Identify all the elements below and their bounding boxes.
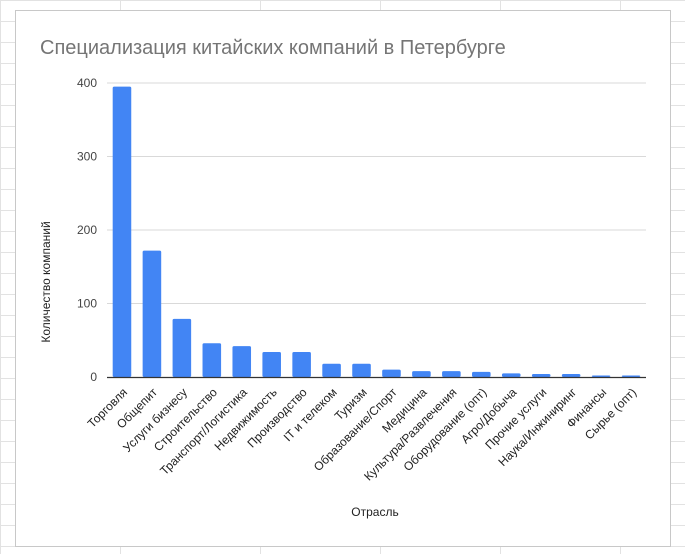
bar[interactable]: [442, 371, 461, 377]
y-axis-title: Количество компаний: [39, 221, 53, 342]
bar[interactable]: [142, 250, 162, 377]
bar[interactable]: [112, 86, 132, 378]
gridlines: [107, 82, 646, 304]
bar[interactable]: [501, 373, 521, 377]
bar[interactable]: [352, 363, 371, 377]
y-tick-label: 400: [77, 76, 97, 90]
bar[interactable]: [292, 352, 311, 377]
bar[interactable]: [472, 371, 491, 377]
y-tick-label: 0: [90, 370, 97, 384]
bar[interactable]: [172, 318, 192, 377]
y-tick-label: 300: [77, 150, 97, 164]
bar[interactable]: [412, 371, 431, 377]
bar[interactable]: [561, 374, 581, 377]
x-axis-title: Отрасль: [351, 505, 398, 519]
bar[interactable]: [382, 369, 401, 377]
chart-title: Специализация китайских компаний в Петер…: [40, 37, 506, 59]
bar[interactable]: [621, 375, 641, 377]
y-tick-label: 100: [77, 297, 97, 311]
bar[interactable]: [262, 352, 281, 377]
y-tick-label: 200: [77, 223, 97, 237]
bar[interactable]: [232, 346, 252, 377]
bar[interactable]: [531, 374, 551, 377]
bar[interactable]: [591, 375, 611, 377]
bar[interactable]: [202, 343, 222, 377]
y-axis-ticks: 0 100 200 300 400: [77, 76, 97, 384]
bar[interactable]: [322, 363, 341, 377]
bar-series: [112, 86, 641, 378]
